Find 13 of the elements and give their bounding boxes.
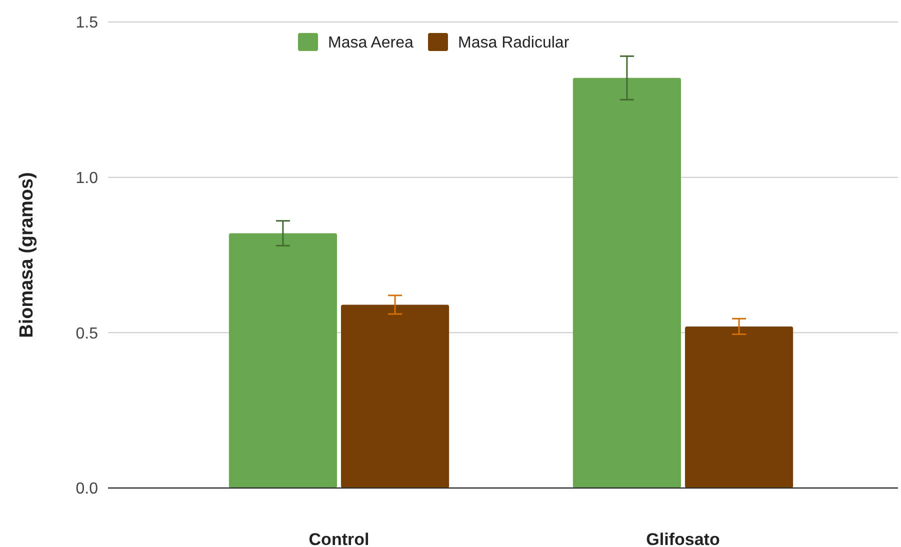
y-axis-title: Biomasa (gramos) xyxy=(16,172,38,338)
x-tick-label: Glifosato xyxy=(646,530,720,547)
y-tick-label: 1.0 xyxy=(76,170,98,187)
bar xyxy=(685,326,794,488)
bar xyxy=(572,78,681,488)
bar xyxy=(341,304,450,488)
bar xyxy=(228,233,337,488)
legend-label: Masa Radicular xyxy=(458,34,570,52)
x-tick-label: Control xyxy=(308,530,370,547)
legend-label: Masa Aerea xyxy=(328,34,414,52)
y-tick-label: 1.5 xyxy=(76,14,98,32)
y-tick-label: 0.0 xyxy=(76,480,98,498)
y-tick-label: 0.5 xyxy=(76,325,98,342)
